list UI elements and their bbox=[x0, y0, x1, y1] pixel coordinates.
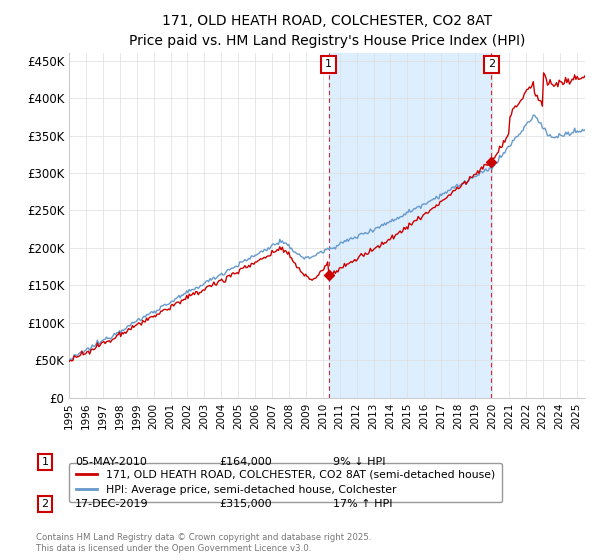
Text: 2: 2 bbox=[41, 499, 49, 509]
Text: 17% ↑ HPI: 17% ↑ HPI bbox=[333, 499, 392, 509]
Text: 1: 1 bbox=[41, 457, 49, 467]
Title: 171, OLD HEATH ROAD, COLCHESTER, CO2 8AT
Price paid vs. HM Land Registry's House: 171, OLD HEATH ROAD, COLCHESTER, CO2 8AT… bbox=[129, 15, 525, 48]
Text: Contains HM Land Registry data © Crown copyright and database right 2025.
This d: Contains HM Land Registry data © Crown c… bbox=[36, 533, 371, 553]
Text: 17-DEC-2019: 17-DEC-2019 bbox=[75, 499, 149, 509]
Text: 1: 1 bbox=[325, 59, 332, 69]
Text: 2: 2 bbox=[488, 59, 495, 69]
Legend: 171, OLD HEATH ROAD, COLCHESTER, CO2 8AT (semi-detached house), HPI: Average pri: 171, OLD HEATH ROAD, COLCHESTER, CO2 8AT… bbox=[69, 463, 502, 502]
Text: £315,000: £315,000 bbox=[219, 499, 272, 509]
Text: £164,000: £164,000 bbox=[219, 457, 272, 467]
Bar bbox=[329, 53, 491, 398]
Text: 05-MAY-2010: 05-MAY-2010 bbox=[75, 457, 147, 467]
Text: 9% ↓ HPI: 9% ↓ HPI bbox=[333, 457, 386, 467]
